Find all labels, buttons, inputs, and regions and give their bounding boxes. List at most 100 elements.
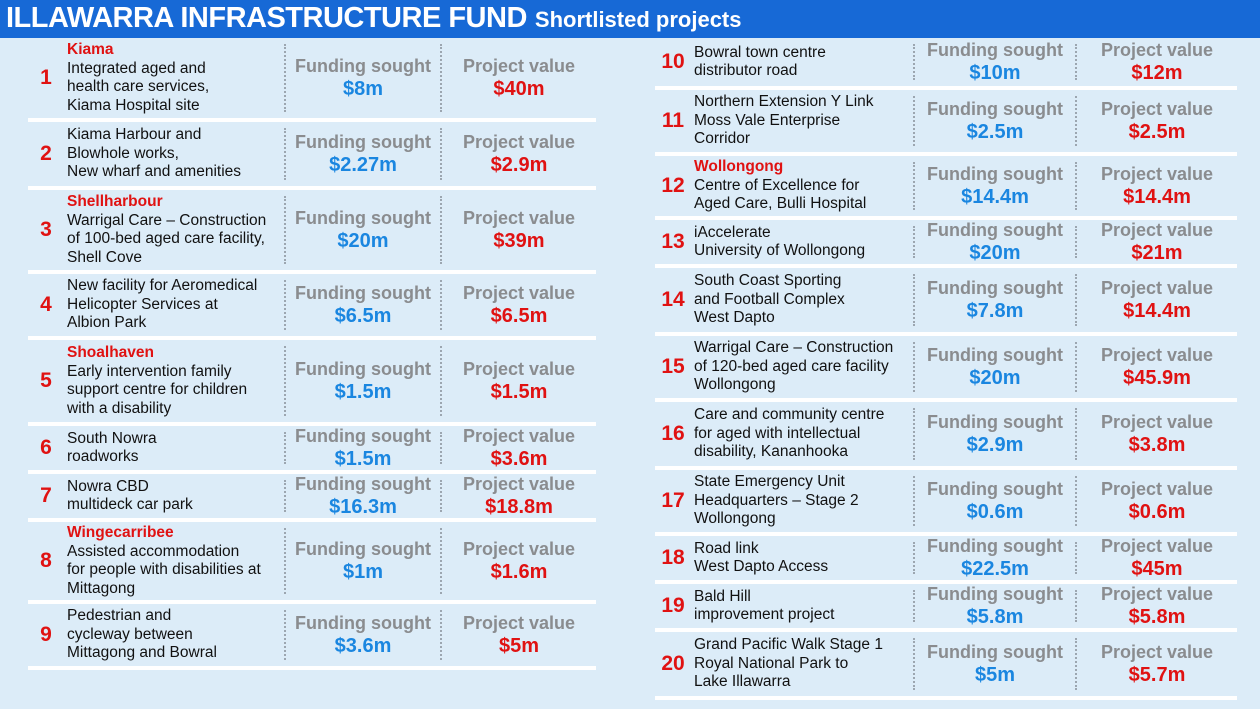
project-name-line: Early intervention family — [67, 362, 232, 380]
project-name-line: health care services, — [67, 78, 210, 95]
project-number: 7 — [40, 484, 52, 507]
project-name-line: Helicopter Services at — [67, 295, 218, 313]
project-value-label: Project value — [1100, 99, 1214, 119]
project-name-line: Royal National Park to — [694, 654, 849, 672]
project-row: 11 Northern Extension Y Link Moss Vale Ent… — [655, 90, 1237, 156]
funding-sought-label: Funding sought — [295, 132, 431, 152]
project-name-line: Mittagong — [67, 579, 136, 597]
project-value-amount: $12m — [1131, 62, 1183, 84]
project-row: 12 Wollongong Centre of Excellence for Aged… — [655, 156, 1237, 220]
project-number: 3 — [40, 218, 52, 241]
funding-sought-value: $16.3m — [329, 496, 397, 518]
project-value-cell: Project value $39m — [440, 196, 596, 264]
funding-sought-label: Funding sought — [927, 345, 1063, 365]
funding-sought-cell: Funding sought $0.6m — [913, 476, 1075, 526]
project-number: 20 — [661, 652, 685, 675]
project-name-line: Warrigal Care – Construction — [694, 339, 894, 357]
project-value-label: Project value — [462, 132, 576, 152]
project-value-cell: Project value $0.6m — [1075, 476, 1237, 526]
project-value-label: Project value — [462, 359, 576, 379]
project-number: 9 — [40, 623, 52, 646]
project-number: 6 — [40, 436, 52, 459]
project-name-line: New facility for Aeromedical — [67, 277, 258, 295]
project-value-label: Project value — [462, 208, 576, 228]
project-value-cell: Project value $45m — [1075, 536, 1237, 580]
project-value-cell: Project value $5.7m — [1075, 638, 1237, 690]
project-name-line: Nowra CBD — [67, 477, 149, 495]
project-number: 10 — [661, 50, 685, 73]
project-value-amount: $5.8m — [1128, 606, 1186, 628]
project-value-cell: Project value $1.5m — [440, 346, 596, 416]
project-value-label: Project value — [462, 539, 576, 559]
project-value-label: Project value — [1100, 479, 1214, 499]
funding-sought-value: $6.5m — [334, 305, 392, 327]
project-row: 15 Warrigal Care – Construction of 120-bed… — [655, 336, 1237, 402]
project-name-line: Blowhole works, — [67, 144, 179, 162]
header-banner: ILLAWARRA INFRASTRUCTURE FUND Shortliste… — [0, 0, 1260, 38]
funding-sought-value: $2.9m — [966, 434, 1024, 456]
project-name-line: of 100-bed aged care facility, — [67, 230, 265, 247]
funding-sought-value: $1.5m — [334, 448, 392, 470]
funding-sought-cell: Funding sought $16.3m — [284, 474, 440, 518]
funding-sought-label: Funding sought — [927, 479, 1063, 499]
project-description: Bald Hill improvement project — [691, 584, 913, 628]
project-value-amount: $1.6m — [490, 561, 548, 583]
project-number: 1 — [40, 66, 52, 89]
project-row: 13 iAccelerate University of Wollongong Fun… — [655, 220, 1237, 268]
project-row: 17 State Emergency Unit Headquarters – Sta… — [655, 470, 1237, 536]
project-row: 7 Nowra CBD multideck car park Funding soug… — [28, 474, 596, 522]
project-name-line: multideck car park — [67, 496, 193, 513]
funding-sought-value: $1.5m — [334, 381, 392, 403]
region-label: Wingecarribee — [67, 524, 174, 541]
project-name-line: disability, Kananhooka — [694, 443, 848, 461]
project-name-line: distributor road — [694, 62, 798, 79]
project-row: 20 Grand Pacific Walk Stage 1 Royal Nation… — [655, 632, 1237, 700]
project-value-cell: Project value $5.8m — [1075, 584, 1237, 628]
project-description: Kiama Integrated aged and health care serv… — [64, 38, 284, 118]
funding-sought-cell: Funding sought $2.27m — [284, 128, 440, 180]
project-number: 15 — [661, 355, 685, 378]
funding-sought-value: $20m — [969, 367, 1021, 389]
project-name-line: Northern Extension Y Link — [694, 93, 874, 111]
project-row: 19 Bald Hill improvement project Funding so… — [655, 584, 1237, 632]
project-value-amount: $2.5m — [1128, 121, 1186, 143]
project-value-amount: $18.8m — [485, 496, 553, 518]
project-name-line: cycleway between — [67, 625, 193, 643]
project-value-label: Project value — [462, 474, 576, 494]
funding-sought-value: $8m — [342, 78, 384, 100]
funding-sought-label: Funding sought — [927, 412, 1063, 432]
project-name-line: Lake Illawarra — [694, 673, 791, 691]
region-label: Shoalhaven — [67, 344, 154, 361]
funding-sought-cell: Funding sought $20m — [284, 196, 440, 264]
project-value-amount: $21m — [1131, 242, 1183, 264]
project-row: 3 Shellharbour Warrigal Care – Constructio… — [28, 190, 596, 274]
project-number: 18 — [661, 546, 685, 569]
project-value-cell: Project value $3.8m — [1075, 408, 1237, 460]
project-name-line: Headquarters – Stage 2 — [694, 491, 859, 509]
page-subtitle: Shortlisted projects — [534, 7, 742, 32]
project-name-line: Wollongong — [694, 510, 776, 528]
project-description: Kiama Harbour and Blowhole works, New whar… — [64, 122, 284, 186]
funding-sought-cell: Funding sought $7.8m — [913, 274, 1075, 326]
funding-sought-value: $7.8m — [966, 300, 1024, 322]
project-name-line: Bald Hill — [694, 587, 751, 605]
funding-sought-value: $0.6m — [966, 501, 1024, 523]
project-description: New facility for Aeromedical Helicopter S… — [64, 274, 284, 336]
project-value-amount: $5m — [498, 635, 540, 657]
funding-sought-label: Funding sought — [295, 539, 431, 559]
project-value-label: Project value — [462, 426, 576, 446]
project-name-line: Grand Pacific Walk Stage 1 — [694, 636, 883, 654]
funding-sought-value: $2.27m — [329, 154, 397, 176]
project-name-line: Aged Care, Bulli Hospital — [694, 195, 867, 213]
project-name-line: support centre for children — [67, 381, 248, 398]
funding-sought-value: $14.4m — [961, 186, 1029, 208]
project-name-line: Care and community centre — [694, 406, 885, 424]
project-value-cell: Project value $40m — [440, 44, 596, 112]
project-row: 1 Kiama Integrated aged and health care ser… — [28, 38, 596, 122]
project-name-line: Road link — [694, 539, 759, 557]
project-value-label: Project value — [1100, 584, 1214, 604]
project-number: 16 — [661, 422, 685, 445]
project-value-amount: $0.6m — [1128, 501, 1186, 523]
project-value-amount: $39m — [493, 230, 545, 252]
project-description: Pedestrian and cycleway between Mittagong … — [64, 604, 284, 666]
